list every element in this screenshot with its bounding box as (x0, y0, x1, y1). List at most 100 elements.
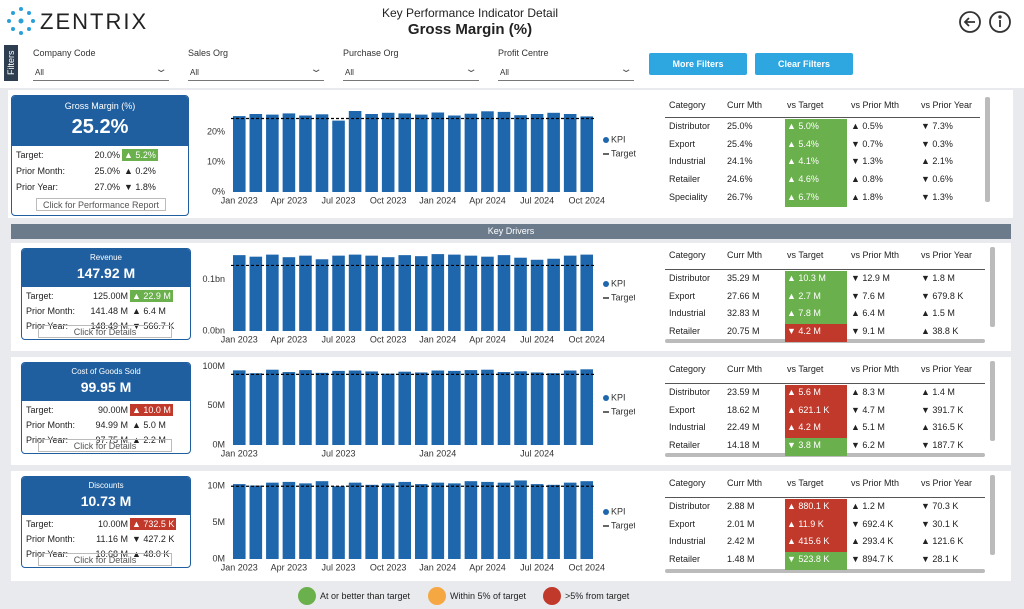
table-cell: ▲ 4.2 M (787, 422, 821, 433)
x-tick-label: Jul 2024 (520, 448, 554, 458)
bar (249, 256, 263, 331)
kpi-card-link[interactable]: Click for Details (38, 439, 172, 452)
scrollbar[interactable] (990, 361, 995, 441)
bar (232, 370, 246, 445)
bar (514, 115, 527, 192)
bar (381, 112, 395, 192)
dropdown-chevron: ⌄ (619, 64, 633, 75)
kpi-card-link[interactable]: Click for Performance Report (36, 198, 166, 211)
scrollbar[interactable] (985, 97, 990, 202)
bar (547, 112, 560, 192)
bar (481, 481, 494, 559)
scrollbar-horizontal[interactable] (665, 569, 985, 573)
table-cell: ▲ 8.3 M (851, 387, 885, 397)
y-tick-label: 20% (207, 126, 225, 136)
target-cell (785, 172, 847, 190)
kpi-row-delta: ▲ 6.4 M (132, 306, 166, 316)
info-button[interactable] (989, 11, 1011, 33)
panel-header (0, 0, 1024, 44)
scrollbar[interactable] (990, 475, 995, 555)
bar (514, 371, 527, 445)
bar (497, 482, 511, 559)
bar (514, 480, 527, 559)
bar (299, 370, 312, 445)
scrollbar[interactable] (990, 247, 995, 327)
kpi-card: Discounts 10.73 M Target: 10.00M ▲ 732.5 K Pr… (21, 476, 191, 568)
dropdown[interactable]: All ⌄ (498, 64, 634, 81)
kpi-row-label: Prior Month: (26, 534, 76, 544)
x-tick-label: Jan 2024 (419, 562, 456, 572)
y-tick-label: 0.1bn (202, 274, 225, 284)
kpi-row-value: 10.68 M (95, 549, 128, 559)
bar (414, 484, 428, 559)
legend-marker (603, 281, 609, 287)
table-header: vs Target (787, 250, 824, 260)
table-cell: Distributor (669, 387, 711, 397)
filters-tab[interactable]: Filters (4, 45, 18, 81)
legend-marker (603, 137, 609, 143)
bar (563, 255, 577, 331)
table-cell: 32.83 M (727, 308, 760, 319)
kpi-row-label: Target: (26, 291, 54, 301)
bar (365, 371, 378, 445)
kpi-row-value: 10.00M (97, 519, 128, 529)
kpi-chart: 0% 10% 20% Jan 2023 Apr 2023 Jul 2023 Oct 2023… (207, 111, 637, 205)
x-tick-label: Jul 2023 (322, 334, 356, 344)
bar (348, 111, 362, 192)
bar (580, 254, 594, 331)
table-cell: ▼ 28.1 K (921, 554, 959, 565)
table-cell: ▲ 1.5 M (921, 308, 955, 319)
x-tick-label: Jan 2023 (221, 562, 258, 572)
bar (299, 255, 312, 331)
back-button[interactable] (959, 11, 981, 33)
bar (530, 372, 544, 445)
kpi-row-delta: ▲ 2.2 M (132, 435, 166, 445)
bar (266, 114, 279, 192)
bar (481, 369, 494, 445)
kpi-row-value: 141.48 M (90, 306, 128, 316)
bar (464, 370, 478, 445)
x-tick-label: Apr 2023 (271, 334, 308, 344)
table-cell: 2.88 M (727, 501, 755, 511)
dropdown[interactable]: All ⌄ (343, 64, 479, 81)
filter-button[interactable]: More Filters (649, 53, 747, 75)
target-cell (785, 516, 847, 535)
kpi-card-link[interactable]: Click for Details (38, 325, 172, 338)
dropdown[interactable]: All ⌄ (188, 64, 324, 81)
table-cell: 24.1% (727, 156, 753, 167)
kpi-card: Cost of Goods Sold 99.95 M Target: 90.00M ▲ … (21, 362, 191, 454)
filter-button[interactable]: Clear Filters (755, 53, 853, 75)
kpi-row-value: 11.16 M (96, 534, 128, 544)
bar (580, 481, 594, 559)
bar (282, 113, 296, 192)
x-tick-label: Oct 2024 (568, 562, 605, 572)
dropdown[interactable]: All ⌄ (33, 64, 169, 81)
y-tick-label: 0% (212, 186, 225, 196)
table-header: vs Prior Mth (851, 250, 900, 260)
table-cell: ▲ 1.8% (851, 191, 883, 202)
bar (332, 486, 345, 559)
legend-label: Target (611, 406, 635, 416)
table-cell: ▼ 3.8 M (787, 440, 821, 451)
table-cell: 2.01 M (727, 518, 755, 529)
kpi-row-delta: ▲ 48.0 K (132, 549, 170, 559)
x-tick-label: Jul 2024 (520, 334, 554, 344)
table-divider (665, 383, 985, 384)
table-cell: ▼ 6.2 M (851, 440, 885, 451)
kpi-row-delta: ▲ 732.5 K (130, 518, 177, 530)
x-tick-label: Jul 2023 (322, 562, 356, 572)
table-header: Category (669, 478, 706, 488)
kpi-card-title: Discounts (88, 481, 124, 490)
kpi-card-link[interactable]: Click for Details (38, 553, 172, 566)
table-cell: ▼ 1.8 M (921, 273, 955, 283)
dropdown-value: All (190, 68, 199, 77)
kpi-card-title: Cost of Goods Sold (71, 367, 141, 376)
bar (563, 370, 577, 445)
table-cell: Retailer (669, 440, 701, 451)
kpi-row-label: Prior Year: (26, 435, 69, 445)
bar (282, 372, 296, 445)
table-header: vs Prior Year (921, 100, 973, 110)
dropdown-label: Company Code (33, 48, 96, 58)
x-tick-label: Jul 2024 (520, 562, 554, 572)
x-tick-label: Oct 2024 (568, 195, 605, 205)
